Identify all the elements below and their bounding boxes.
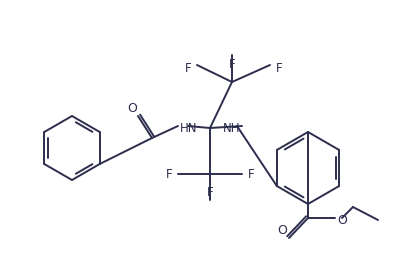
Text: O: O [337, 213, 347, 227]
Text: F: F [248, 168, 254, 180]
Text: F: F [276, 61, 282, 75]
Text: O: O [277, 224, 287, 238]
Text: F: F [229, 58, 235, 70]
Text: F: F [166, 168, 172, 180]
Text: F: F [185, 61, 191, 75]
Text: HN: HN [180, 121, 198, 135]
Text: F: F [207, 185, 213, 198]
Text: NH: NH [222, 121, 240, 135]
Text: O: O [127, 102, 137, 115]
